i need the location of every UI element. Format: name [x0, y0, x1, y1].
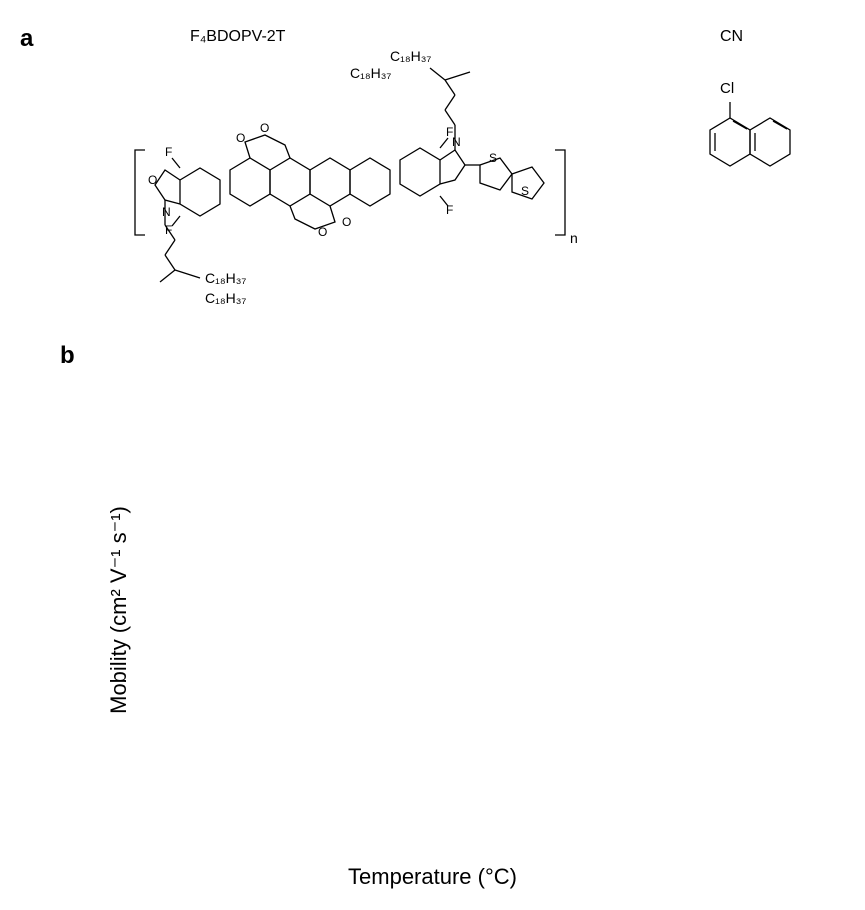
panel-b-label: b [60, 342, 75, 370]
svg-text:F: F [446, 203, 453, 217]
svg-text:O: O [236, 131, 245, 145]
svg-text:O: O [260, 121, 269, 135]
compound2-name: CN [720, 28, 743, 46]
alkyl-top-1: C₁₈H₃₇ [390, 48, 431, 64]
svg-text:O: O [148, 173, 157, 187]
alkyl-bot-2: C₁₈H₃₇ [205, 290, 246, 306]
svg-text:F: F [165, 145, 172, 159]
svg-text:F: F [446, 125, 453, 139]
svg-text:S: S [489, 151, 497, 165]
svg-text:F: F [165, 223, 172, 237]
compound1-name: F₄BDOPV-2T [190, 28, 285, 46]
repeat-n: n [570, 230, 578, 246]
svg-text:S: S [521, 184, 529, 198]
figure-root: a F₄BDOPV-2T CN [20, 20, 845, 890]
panel-a-label: a [20, 25, 33, 53]
svg-text:O: O [318, 225, 327, 239]
svg-text:O: O [342, 215, 351, 229]
svg-text:N: N [162, 205, 171, 219]
alkyl-bot-1: C₁₈H₃₇ [205, 270, 246, 286]
structure-f4bdopv2t: O O O O O N N S S F F F F [50, 50, 670, 330]
panel-a: a F₄BDOPV-2T CN [20, 20, 845, 330]
x-axis-label: Temperature (°C) [348, 864, 517, 890]
y-axis-label: Mobility (cm² V⁻¹ s⁻¹) [106, 506, 132, 714]
panel-b: b Mobility (cm² V⁻¹ s⁻¹) Temperature (°C… [20, 330, 845, 890]
alkyl-top-2: C₁₈H₃₇ [350, 65, 391, 81]
structure-cn [680, 90, 810, 200]
cl-label: Cl [720, 80, 734, 97]
